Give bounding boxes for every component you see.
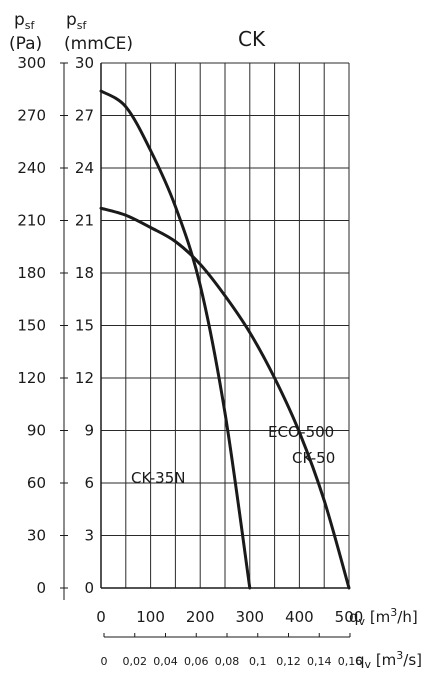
mmce-tick-label: 3 [84, 527, 94, 545]
x-axis-m3s-label: qv [m3/s] [355, 649, 422, 671]
pa-tick-label: 270 [17, 107, 46, 125]
mmce-tick-label: 21 [75, 212, 94, 230]
m3s-tick-label: 0,12 [276, 655, 301, 668]
mmce-tick-label: 18 [75, 264, 94, 282]
m3s-tick-label: 0,02 [123, 655, 148, 668]
curve-ck-35n [99, 89, 252, 590]
mmce-tick-label: 9 [84, 422, 94, 440]
mmce-tick-label: 0 [84, 579, 94, 597]
axis-ticks: 0306090120150180210240270300036912151821… [17, 54, 363, 668]
curve-label-eco-500: ECO-500 [268, 423, 334, 441]
m3s-tick-label: 0 [101, 655, 108, 668]
m3s-tick-label: 0,08 [215, 655, 240, 668]
pa-tick-label: 180 [17, 264, 46, 282]
mmce-tick-label: 24 [75, 159, 94, 177]
pa-tick-label: 90 [27, 422, 46, 440]
mmce-tick-label: 15 [75, 317, 94, 335]
fan-curves [99, 89, 351, 590]
m3h-tick-label: 0 [96, 608, 106, 626]
m3h-tick-label: 200 [186, 608, 215, 626]
y-axis-pa-symbol: psf [14, 10, 36, 32]
m3h-tick-label: 100 [136, 608, 165, 626]
curve-label-ck-35n: CK-35N [131, 469, 185, 487]
pa-tick-label: 30 [27, 527, 46, 545]
chart-title: CK [238, 27, 266, 51]
pa-tick-label: 210 [17, 212, 46, 230]
mmce-tick-label: 12 [75, 369, 94, 387]
m3s-tick-label: 0,14 [307, 655, 332, 668]
pa-tick-label: 0 [36, 579, 46, 597]
y-axis-mmce-symbol: psf [66, 10, 88, 32]
m3h-tick-label: 400 [285, 608, 314, 626]
m3s-tick-label: 0,1 [249, 655, 267, 668]
plot-grid [101, 62, 350, 588]
x-axis-m3h-label: qv [m3/h] [349, 606, 418, 628]
m3h-tick-label: 500 [335, 608, 364, 626]
mmce-tick-label: 6 [84, 474, 94, 492]
y-axis-pa-unit: (Pa) [9, 34, 42, 54]
pa-tick-label: 300 [17, 54, 46, 72]
curve-ck-50 [99, 206, 351, 590]
m3s-tick-label: 0,06 [184, 655, 209, 668]
m3s-tick-label: 0,04 [153, 655, 178, 668]
y-axis-mmce-unit: (mmCE) [64, 34, 133, 54]
mmce-tick-label: 30 [75, 54, 94, 72]
m3s-tick-label: 0,16 [338, 655, 363, 668]
pa-tick-label: 240 [17, 159, 46, 177]
mmce-tick-label: 27 [75, 107, 94, 125]
pa-tick-label: 120 [17, 369, 46, 387]
pa-tick-label: 60 [27, 474, 46, 492]
curve-label-ck-50: CK-50 [292, 449, 335, 467]
m3h-tick-label: 300 [235, 608, 264, 626]
curve-labels: CK-35N ECO-500 CK-50 [131, 423, 335, 487]
pa-tick-label: 150 [17, 317, 46, 335]
plot-axes [63, 63, 350, 638]
